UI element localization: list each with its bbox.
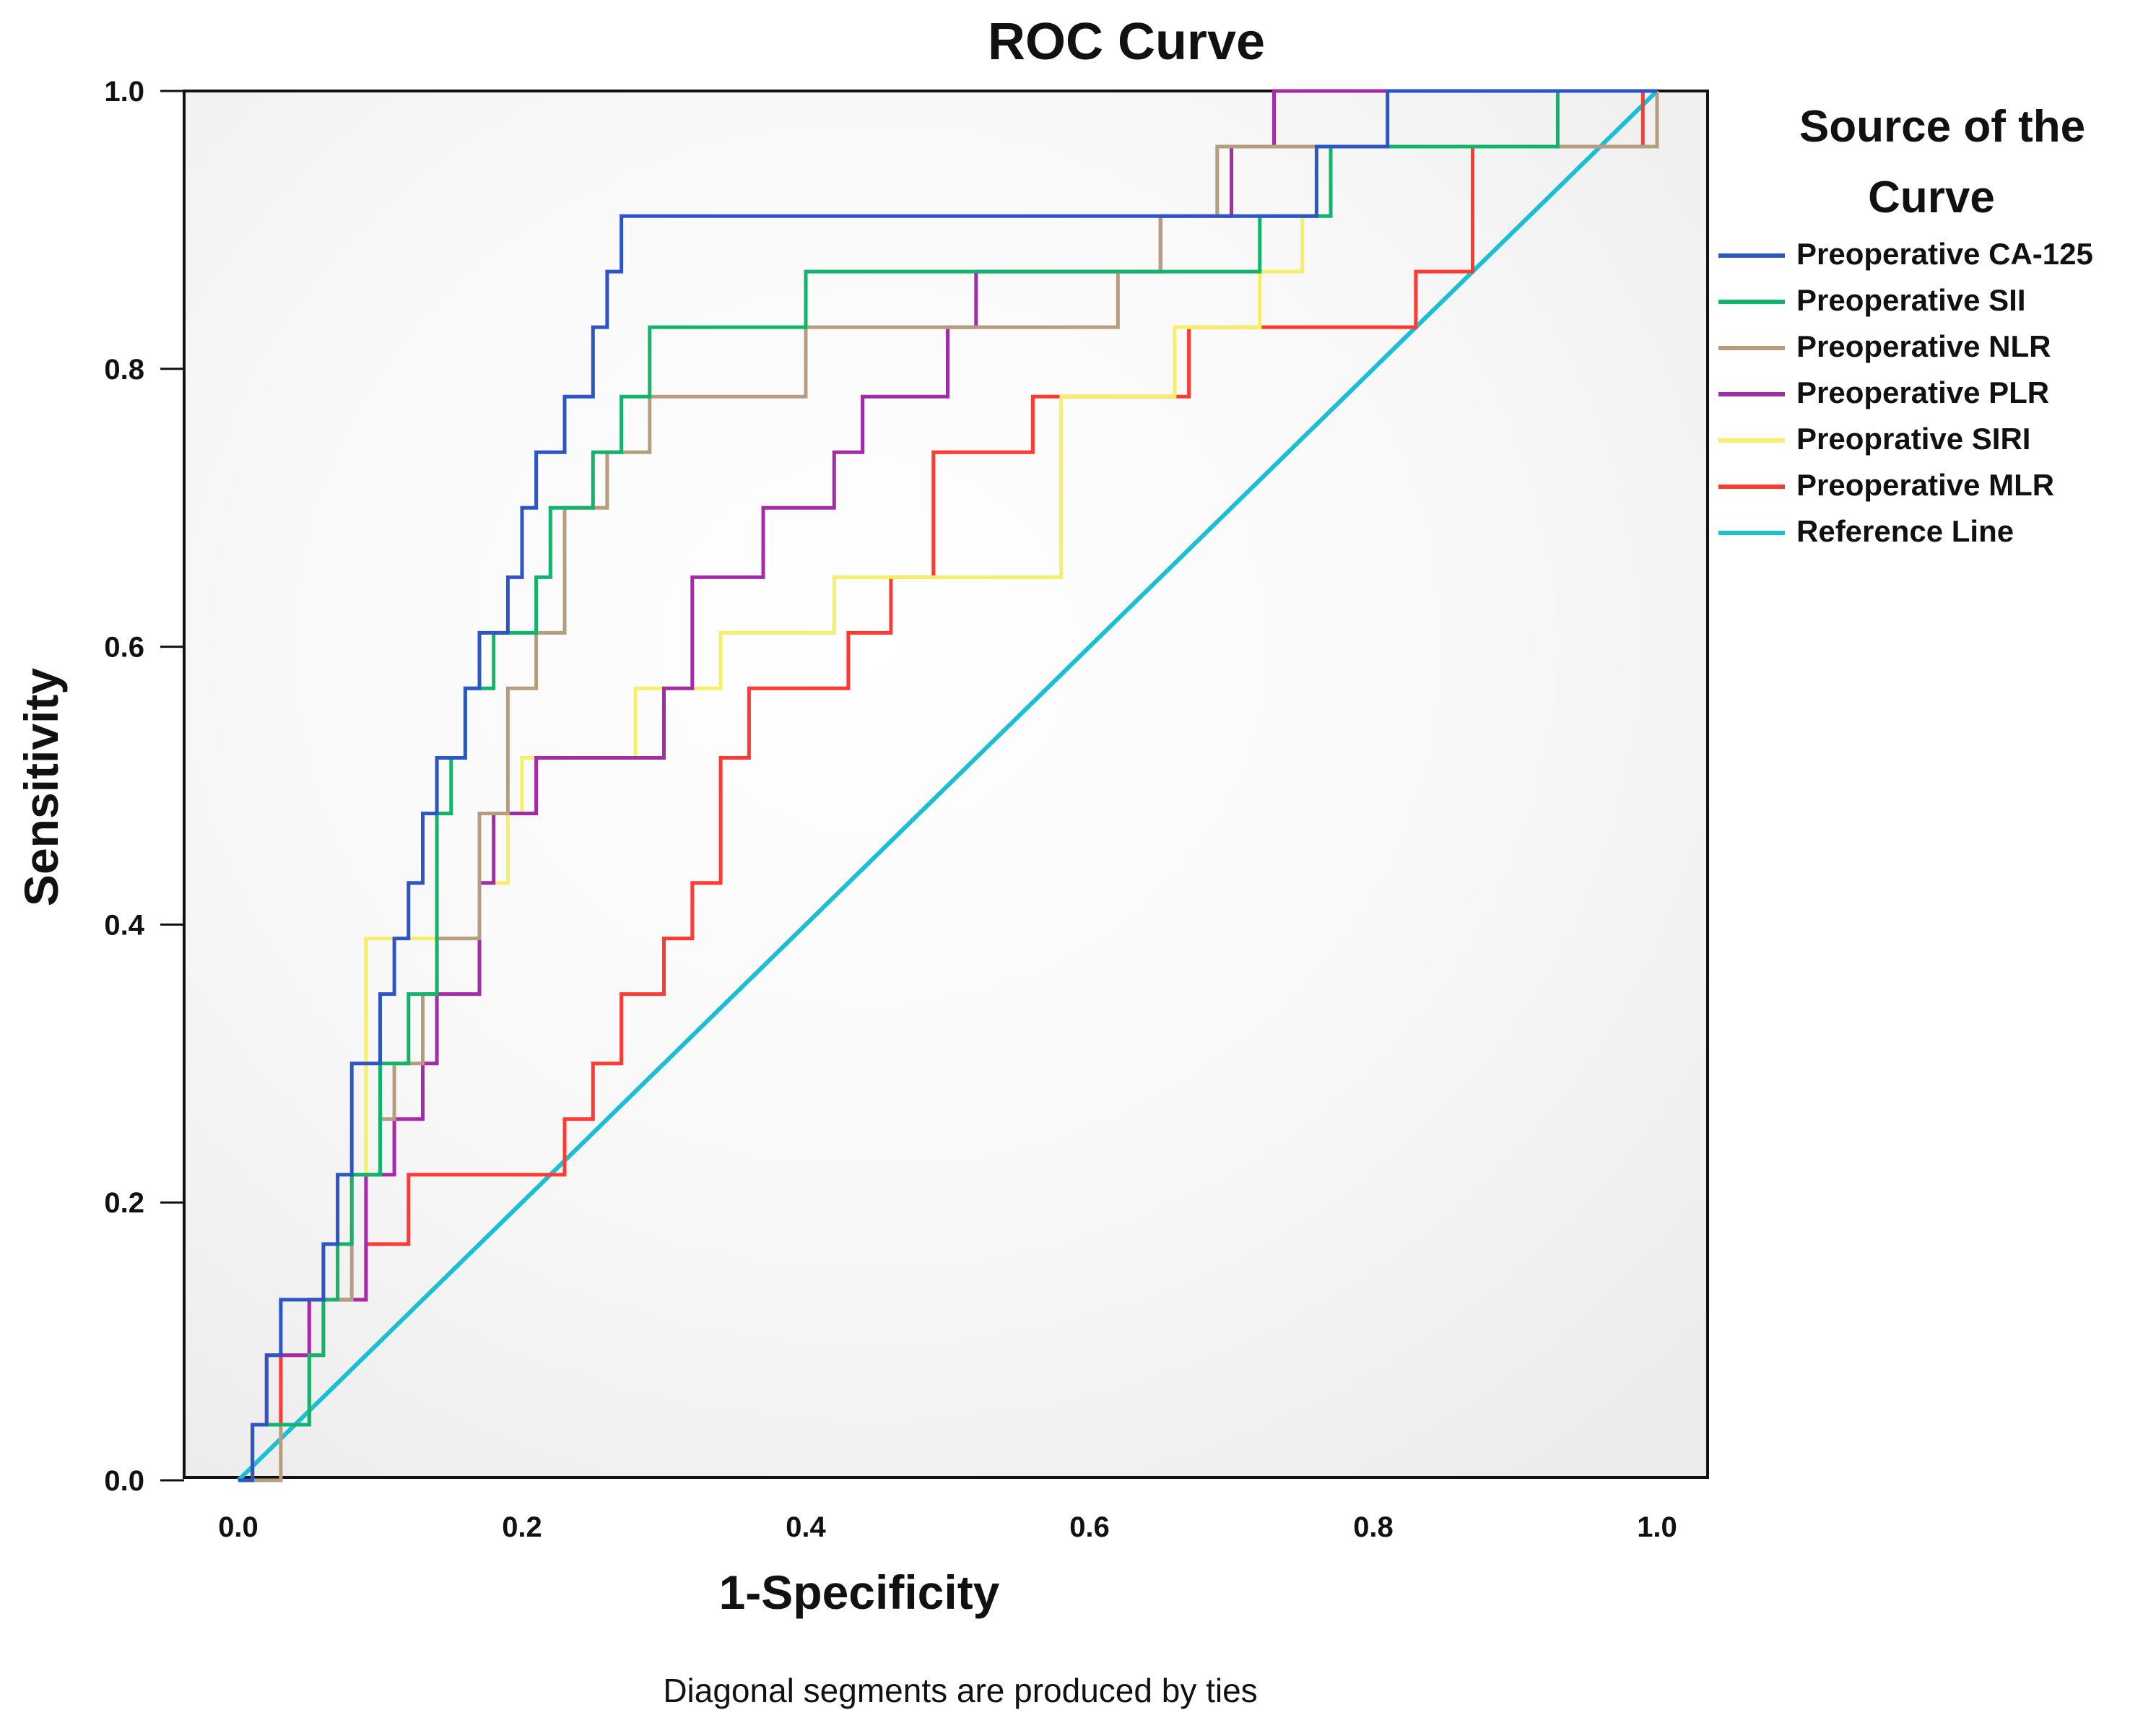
y-axis-ticks: 0.0 0.2 0.4 0.6 0.8 1.0: [104, 76, 184, 1497]
y-tick-label: 0.2: [104, 1187, 144, 1219]
legend-item-label: Preoperative PLR: [1796, 375, 2049, 409]
legend-item-label: Preoprative SIRI: [1796, 422, 2030, 456]
y-tick-label: 1.0: [104, 76, 144, 108]
x-axis-label: 1-Specificity: [719, 1566, 1000, 1619]
legend: Source of the Curve Preoperative CA-125 P…: [1718, 102, 2093, 548]
series-line-reference-line: [236, 89, 1659, 1482]
x-axis-ticks: 0.0 0.2 0.4 0.6 0.8 1.0: [218, 1511, 1677, 1543]
x-tick-label: 0.6: [1069, 1511, 1110, 1543]
plot-area: [183, 90, 1709, 1479]
y-axis-label: Sensitivity: [14, 668, 68, 906]
y-tick-label: 0.8: [104, 354, 144, 386]
y-tick-label: 0.6: [104, 632, 144, 664]
x-tick-label: 0.8: [1353, 1511, 1394, 1543]
legend-item-label: Reference Line: [1796, 514, 2014, 548]
legend-item-label: Preoperative CA-125: [1796, 237, 2093, 271]
x-tick-label: 0.2: [502, 1511, 542, 1543]
series-line-preoperative-ca-125: [238, 89, 1657, 1482]
x-tick-label: 0.4: [786, 1511, 826, 1543]
y-tick-label: 0.0: [104, 1465, 144, 1497]
legend-item-label: Preoperative NLR: [1796, 329, 2051, 363]
x-tick-label: 1.0: [1637, 1511, 1677, 1543]
legend-item-label: Preoperative SII: [1796, 283, 2025, 317]
x-tick-label: 0.0: [218, 1511, 258, 1543]
legend-item-label: Preoperative MLR: [1796, 468, 2054, 502]
footnote: Diagonal segments are produced by ties: [663, 1672, 1257, 1709]
legend-title: Source of the: [1799, 102, 2085, 152]
y-tick-label: 0.4: [104, 909, 144, 941]
legend-title-line2: Curve: [1868, 173, 1995, 222]
chart-title: ROC Curve: [988, 13, 1265, 71]
series-layer: [236, 89, 1659, 1482]
